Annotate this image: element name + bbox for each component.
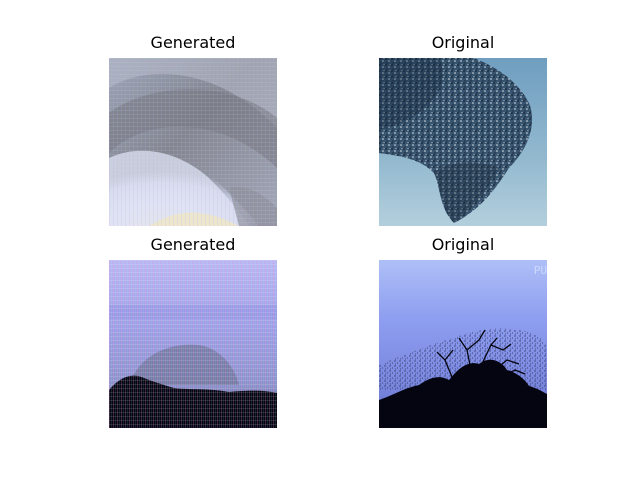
- original-image-2: PU: [379, 260, 547, 428]
- panel-title-original-2: Original: [431, 235, 495, 254]
- watermark: PU: [534, 264, 547, 277]
- panel-title-original-1: Original: [431, 33, 495, 52]
- generated-image-1: [109, 58, 277, 226]
- panel-title-generated-2: Generated: [150, 235, 236, 254]
- generated-image-2: [109, 260, 277, 428]
- panel-title-generated-1: Generated: [150, 33, 236, 52]
- original-image-1: [379, 58, 547, 226]
